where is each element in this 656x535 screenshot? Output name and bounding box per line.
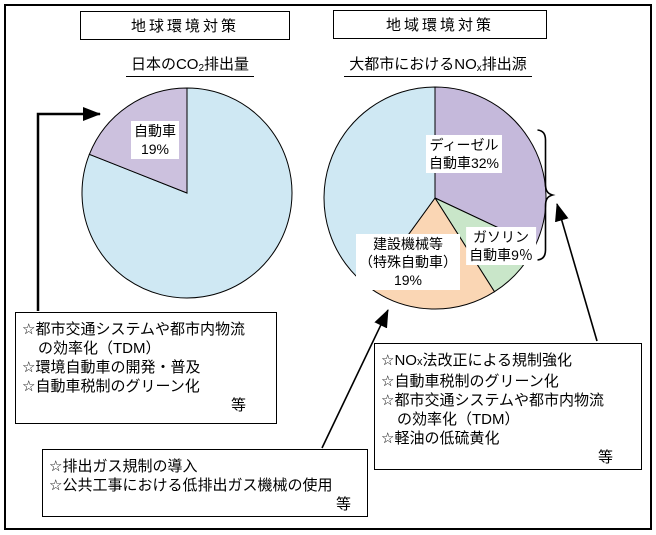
chart-title-nox: 大都市におけるNOx排出源	[288, 53, 588, 77]
pie-slice	[323, 86, 436, 289]
etc-label: 等	[597, 449, 613, 466]
slice-label-construction: 建設機械等 （特殊自動車） 19%	[356, 234, 460, 290]
measures-box-co2: ☆都市交通システムや都市内物流 の効率化（TDM） ☆環境自動車の開発・普及 ☆…	[15, 312, 277, 424]
slice-label-gasoline: ガソリン 自動車9％	[466, 227, 536, 265]
etc-label: 等	[230, 397, 246, 414]
arrow-middle-measures-to-construction-slice	[321, 309, 389, 449]
arrow-right-measures-to-brace	[555, 203, 598, 342]
slice-label-car: 自動車 19%	[131, 121, 179, 159]
measures-box-nox: ☆NOx法改正による規制強化 ☆自動車税制のグリーン化 ☆都市交通システムや都市…	[374, 343, 642, 470]
pie-chart-co2	[81, 87, 293, 299]
slice-label-diesel: ディーゼル 自動車32%	[425, 135, 503, 173]
outer-border	[4, 4, 652, 530]
measures-box-construction: ☆排出ガス規制の導入 ☆公共工事における低排出ガス機械の使用 等	[42, 449, 368, 517]
header-regional-environment: 地域環境対策	[333, 10, 547, 39]
brace-diesel-gasoline	[537, 129, 556, 261]
measures-line-nox-law: ☆NOx法改正による規制強化	[381, 352, 573, 369]
header-global-environment: 地球環境対策	[80, 11, 290, 40]
arrow-left-measures-to-co2-pie	[36, 107, 101, 311]
chart-title-co2: 日本のCO2排出量	[40, 53, 340, 77]
etc-label: 等	[335, 496, 351, 513]
